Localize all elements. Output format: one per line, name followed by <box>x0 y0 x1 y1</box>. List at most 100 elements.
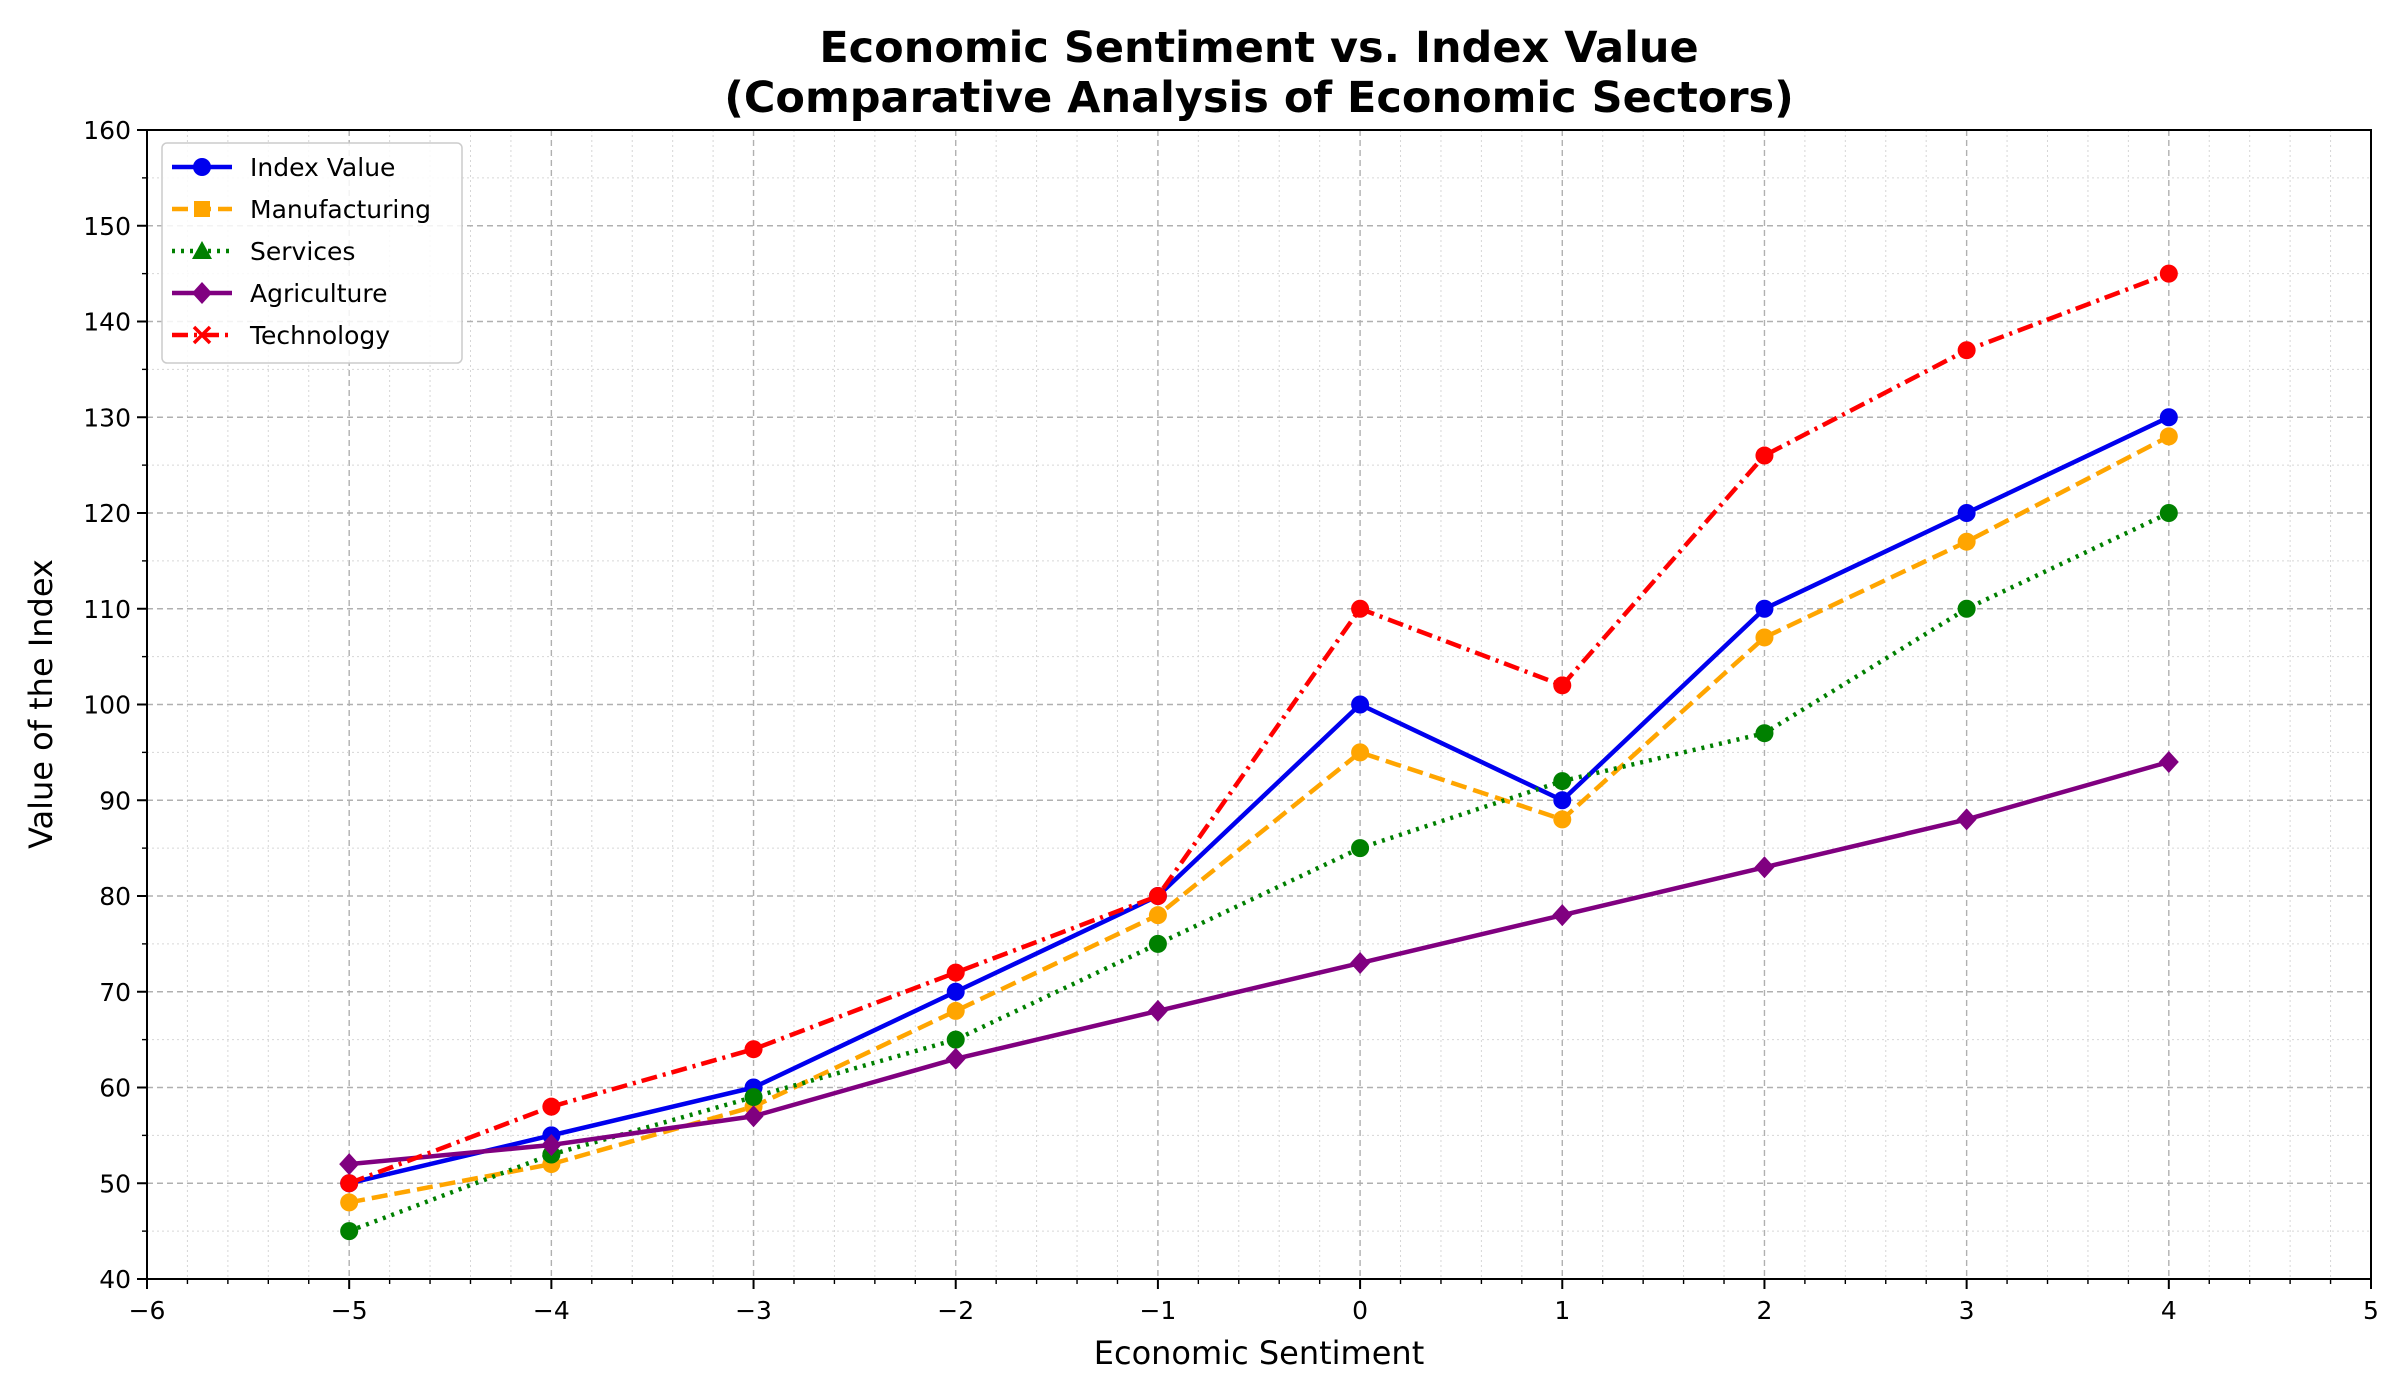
data-point <box>1553 810 1572 829</box>
legend-box <box>161 142 463 364</box>
data-point <box>1957 532 1976 551</box>
data-point <box>1755 628 1774 647</box>
y-tick-label: 70 <box>99 978 131 1007</box>
legend-item: Manufacturing <box>172 195 431 224</box>
data-point <box>1754 856 1775 879</box>
y-tick-label: 50 <box>99 1169 131 1198</box>
series-services <box>340 504 2178 1241</box>
series-line <box>348 415 2170 1186</box>
x-tick-label: 1 <box>1554 1296 1570 1325</box>
series-technology <box>340 264 2178 1193</box>
data-point <box>1147 999 1168 1022</box>
chart-subtitle: (Comparative Analysis of Economic Sector… <box>724 73 1794 123</box>
data-point <box>1553 791 1572 810</box>
data-point <box>340 1222 359 1241</box>
y-tick-label: 80 <box>99 882 131 911</box>
data-point <box>2159 264 2178 283</box>
data-point <box>1351 695 1370 714</box>
data-point <box>744 1088 763 1107</box>
y-tick-label: 120 <box>83 499 131 528</box>
data-point <box>1755 724 1774 743</box>
x-tick-label: −2 <box>937 1296 974 1325</box>
data-point <box>1957 599 1976 618</box>
legend-label: Manufacturing <box>250 195 431 224</box>
y-tick-label: 140 <box>83 308 131 337</box>
legend-item: Index Value <box>172 153 395 182</box>
series-agriculture <box>339 750 2179 1176</box>
data-point <box>743 1105 764 1128</box>
legend-marker <box>192 325 212 345</box>
x-tick-label: −3 <box>735 1296 772 1325</box>
y-tick-label: 100 <box>83 691 131 720</box>
data-point <box>946 982 965 1001</box>
legend-marker <box>192 282 212 304</box>
x-tick-label: 4 <box>2161 1296 2177 1325</box>
legend-label: Services <box>250 237 355 266</box>
data-point <box>541 1133 562 1156</box>
x-tick-label: 0 <box>1352 1296 1368 1325</box>
legend-item: Agriculture <box>172 279 388 308</box>
data-point <box>1553 772 1572 791</box>
y-tick-label: 60 <box>99 1074 131 1103</box>
data-point <box>1351 839 1370 858</box>
data-point <box>945 1047 966 1070</box>
y-tick-label: 110 <box>83 595 131 624</box>
legend-marker <box>193 158 211 176</box>
series-line <box>348 510 2170 1234</box>
axis-ticks: −6 −5 −4 −3 −2 −1 0 1 2 3 4 5 40 50 60 70 80 90 100 110 120 1… <box>83 116 2379 1325</box>
data-point <box>1552 904 1573 927</box>
y-tick-label: 130 <box>83 403 131 432</box>
y-tick-label: 40 <box>99 1265 131 1294</box>
data-point <box>542 1097 561 1116</box>
series-line <box>348 759 2170 1167</box>
y-tick-label: 90 <box>99 786 131 815</box>
data-point <box>1956 808 1977 831</box>
series-line <box>348 271 2170 1186</box>
data-point <box>1351 743 1370 762</box>
legend-label: Index Value <box>250 153 395 182</box>
data-point <box>1350 952 1371 975</box>
x-tick-label: −5 <box>331 1296 368 1325</box>
x-tick-label: 3 <box>1959 1296 1975 1325</box>
data-point <box>340 1193 359 1212</box>
data-point <box>1148 887 1167 905</box>
legend-marker <box>192 241 212 259</box>
data-point <box>1351 599 1370 618</box>
legend-item: Technology <box>172 321 390 350</box>
data-point <box>1957 341 1976 360</box>
x-tick-label: 2 <box>1757 1296 1773 1325</box>
data-point <box>2159 408 2178 427</box>
grid <box>146 129 2372 1280</box>
y-tick-label: 150 <box>83 212 131 241</box>
data-point <box>1553 676 1572 695</box>
data-point <box>1755 446 1774 465</box>
legend: Index Value Manufacturing Services Agricult… <box>161 142 463 364</box>
x-tick-label: −1 <box>1139 1296 1176 1325</box>
data-point <box>2159 427 2178 446</box>
y-tick-label: 160 <box>83 116 131 145</box>
data-point <box>339 1153 360 1176</box>
data-point <box>744 1040 763 1059</box>
data-point <box>1957 504 1976 522</box>
data-point <box>1148 906 1167 925</box>
data-point <box>946 1001 965 1020</box>
legend-label: Technology <box>249 321 390 350</box>
data-point <box>2158 750 2179 773</box>
data-point <box>1148 934 1167 953</box>
x-axis-label: Economic Sentiment <box>1094 1334 1424 1372</box>
series-layer <box>339 264 2179 1241</box>
data-point <box>946 963 965 982</box>
x-tick-label: 5 <box>2363 1296 2379 1325</box>
data-point <box>2159 504 2178 522</box>
x-tick-label: −6 <box>129 1296 166 1325</box>
legend-label: Agriculture <box>250 279 388 308</box>
legend-marker <box>194 201 210 217</box>
y-axis-label: Value of the Index <box>22 559 60 849</box>
data-point <box>1755 599 1774 618</box>
chart-title: Economic Sentiment vs. Index Value <box>819 23 1698 73</box>
data-point <box>946 1030 965 1049</box>
series-line <box>348 434 2170 1205</box>
legend-item: Services <box>172 237 355 266</box>
x-tick-label: −4 <box>533 1296 570 1325</box>
